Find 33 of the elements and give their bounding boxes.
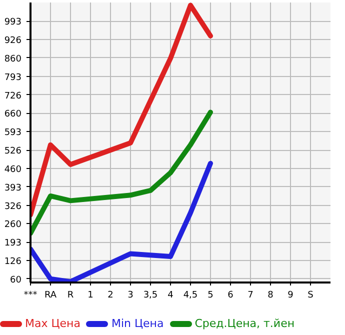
y-tick-label: 526: [4, 146, 22, 157]
y-tick-label: 393: [4, 183, 22, 194]
x-tick-label: 1: [88, 290, 94, 300]
y-tick-label: 660: [4, 110, 22, 120]
y-tick-label: 126: [4, 257, 22, 268]
y-tick-label: 193: [4, 238, 22, 249]
x-tick-label: 3: [128, 290, 134, 300]
x-tick-label: S: [308, 290, 314, 300]
y-tick-label: 460: [4, 164, 22, 175]
legend-label: Сред.Цена, т.йен: [194, 317, 295, 330]
x-tick-label: R: [67, 290, 74, 300]
y-tick-label: 593: [4, 128, 22, 138]
x-tick-label: 9: [288, 290, 294, 300]
x-tick-label: 6: [228, 290, 234, 300]
x-tick-label: RA: [44, 290, 58, 300]
x-tick-label: 7: [248, 290, 254, 300]
legend-label: Min Цена: [111, 317, 164, 330]
y-tick-label: 260: [4, 220, 22, 230]
x-tick-label: 4,5: [183, 290, 198, 300]
x-tick-label: 5: [208, 290, 214, 300]
legend-label: Max Цена: [25, 317, 80, 330]
y-tick-label: 860: [4, 54, 22, 64]
y-tick-label: 993: [4, 18, 22, 28]
y-tick-label: 793: [4, 72, 22, 83]
y-tick-label: 326: [4, 202, 22, 212]
y-tick-label: 726: [4, 91, 22, 102]
x-tick-label: 3,5: [143, 290, 158, 300]
x-tick-label: ***: [24, 290, 38, 300]
y-tick-label: 926: [4, 36, 22, 46]
x-tick-label: 8: [268, 290, 274, 300]
x-tick-label: 4: [168, 290, 174, 300]
x-tick-label: 2: [108, 290, 114, 300]
y-tick-label: 60: [10, 275, 22, 286]
